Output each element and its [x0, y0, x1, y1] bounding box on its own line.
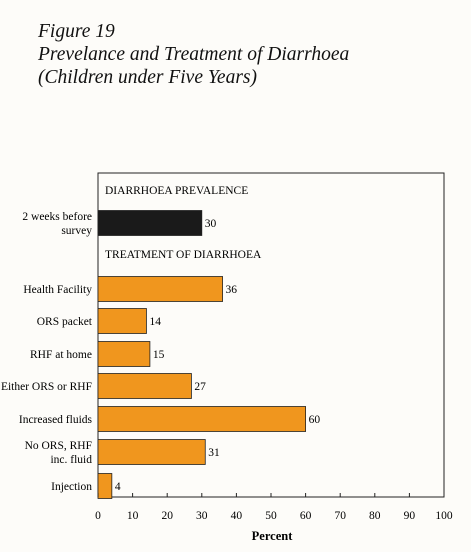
bar-value-label: 30 — [205, 218, 217, 230]
bar-value-label: 27 — [194, 381, 206, 393]
category-label: ORS packet — [37, 316, 93, 328]
x-tick-label: 80 — [369, 510, 381, 522]
category-label: RHF at home — [30, 349, 92, 361]
category-label: Increased fluids — [19, 414, 93, 426]
category-label: No ORS, RHF — [25, 440, 92, 452]
category-label: inc. fluid — [50, 454, 92, 466]
bar-value-label: 36 — [226, 284, 238, 296]
category-label: Injection — [51, 481, 92, 493]
x-tick-label: 10 — [127, 510, 139, 522]
bar-value-label: 14 — [149, 316, 161, 328]
bar — [97, 473, 113, 499]
figure-title-block: Figure 19 Prevelance and Treatment of Di… — [38, 20, 349, 89]
figure-title-line2: (Children under Five Years) — [38, 67, 257, 88]
x-tick-label: 90 — [404, 510, 416, 522]
x-tick-label: 60 — [300, 510, 312, 522]
x-tick-label: 30 — [196, 510, 208, 522]
figure-label: Figure 19 — [38, 21, 115, 42]
section-heading: DIARRHOEA PREVALENCE — [105, 185, 248, 197]
x-tick-label: 20 — [161, 510, 173, 522]
x-tick-label: 50 — [265, 510, 277, 522]
x-tick-label: 0 — [95, 510, 101, 522]
section-heading: TREATMENT OF DIARRHOEA — [105, 249, 262, 261]
bar — [97, 341, 151, 367]
x-axis-title: Percent — [252, 529, 294, 543]
figure-title-line1: Prevelance and Treatment of Diarrhoea — [38, 44, 350, 65]
bar-value-label: 31 — [208, 447, 220, 459]
bar — [97, 406, 307, 432]
category-label: Health Facility — [23, 284, 92, 296]
bar — [97, 439, 206, 465]
bar — [97, 373, 192, 399]
bar-value-label: 15 — [153, 349, 165, 361]
bar — [97, 308, 147, 334]
bar-value-label: 4 — [115, 481, 121, 493]
category-label: Either ORS or RHF — [1, 381, 92, 393]
bar — [97, 210, 203, 236]
bar-value-label: 60 — [309, 414, 321, 426]
x-tick-label: 100 — [435, 510, 453, 522]
category-label: survey — [61, 225, 92, 237]
category-label: 2 weeks before — [22, 211, 92, 223]
x-tick-label: 40 — [231, 510, 243, 522]
x-tick-label: 70 — [334, 510, 346, 522]
bar — [97, 276, 223, 302]
